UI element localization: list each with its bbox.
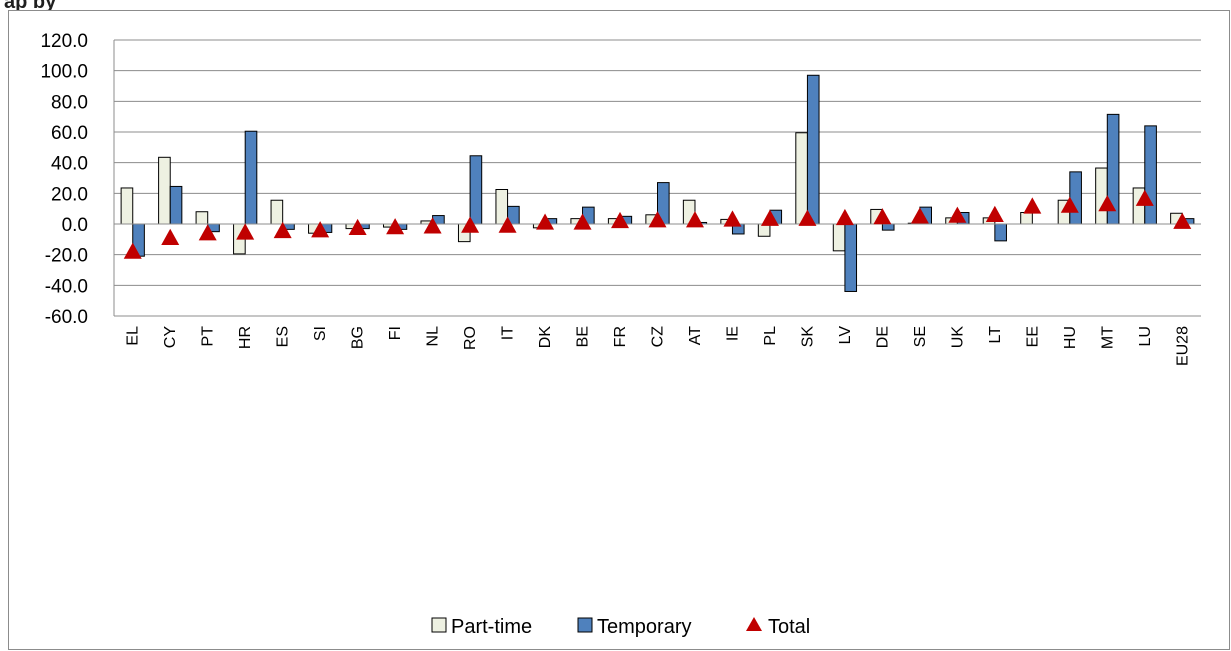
bar-temporary (469, 155, 483, 225)
bar-temporary (1144, 125, 1157, 225)
x-tick-label: SK (799, 326, 816, 348)
marker-total (573, 213, 592, 230)
x-tick-label: EE (1024, 326, 1041, 347)
y-tick-label: 80.0 (51, 92, 88, 113)
legend-swatch-total (746, 617, 762, 631)
y-tick-label: 120.0 (40, 31, 88, 52)
marker-total (798, 209, 817, 226)
x-tick-label: RO (462, 326, 479, 350)
y-tick-label: 0.0 (62, 215, 88, 236)
marker-total (1098, 195, 1117, 212)
marker-total (311, 221, 330, 238)
x-tick-label: AT (687, 326, 704, 345)
y-tick-label: 100.0 (40, 62, 88, 83)
x-tick-label: PT (200, 326, 217, 347)
x-tick-label: LV (837, 326, 854, 345)
marker-total (611, 211, 630, 229)
marker-total (835, 208, 854, 226)
bar-temporary (844, 223, 858, 292)
marker-total (536, 213, 555, 230)
bar-part-time (195, 211, 209, 225)
bar-temporary (244, 130, 258, 225)
y-tick-label: 60.0 (51, 123, 88, 144)
x-tick-label: BE (575, 326, 592, 347)
marker-total (685, 211, 704, 228)
x-tick-label: LT (987, 326, 1004, 344)
marker-total (498, 216, 517, 233)
x-tick-label: HR (237, 326, 254, 349)
bar-part-time (795, 132, 808, 225)
marker-total (423, 217, 442, 234)
marker-total (1023, 197, 1042, 214)
bar-part-time (495, 189, 509, 225)
x-tick-label: DK (537, 326, 554, 349)
bar-part-time (757, 223, 771, 237)
x-tick-label: CZ (650, 326, 667, 348)
legend-label-temporary: Temporary (597, 616, 691, 638)
marker-total (1135, 189, 1154, 206)
marker-total (236, 223, 255, 240)
legend-swatch-part-time (431, 617, 447, 633)
x-tick-label: FI (387, 326, 404, 340)
y-tick-label: -60.0 (45, 307, 88, 328)
bar-temporary (881, 223, 895, 231)
x-tick-label: IE (724, 326, 741, 341)
marker-total (648, 211, 667, 228)
x-tick-label: CY (162, 326, 179, 349)
x-tick-label: EL (125, 326, 142, 346)
legend-label-part-time: Part-time (451, 616, 532, 638)
x-tick-label: UK (949, 326, 966, 349)
marker-total (985, 205, 1004, 222)
bar-part-time (158, 156, 171, 225)
legend-swatch-temporary (577, 617, 593, 633)
marker-total (1060, 196, 1079, 213)
marker-total (461, 216, 480, 233)
marker-total (123, 242, 142, 259)
marker-total (910, 207, 929, 224)
x-tick-label: HU (1062, 326, 1079, 349)
x-tick-label: SE (912, 326, 929, 347)
y-tick-label: 20.0 (51, 184, 88, 205)
marker-total (1173, 212, 1192, 229)
bar-temporary (806, 74, 820, 225)
y-tick-label: -20.0 (45, 246, 88, 267)
chart-frame (8, 10, 1230, 650)
y-tick-label: -40.0 (45, 276, 88, 297)
x-tick-label: LU (1137, 326, 1154, 346)
marker-total (273, 221, 292, 239)
x-tick-label: PL (762, 326, 779, 346)
marker-total (760, 209, 779, 226)
legend-label-total: Total (768, 616, 810, 638)
marker-total (198, 224, 217, 241)
y-tick-label: 40.0 (51, 154, 88, 175)
bar-part-time (120, 187, 134, 225)
bar-part-time (832, 223, 846, 252)
marker-total (161, 228, 180, 245)
bar-temporary (169, 185, 183, 225)
x-tick-label: BG (350, 326, 367, 349)
marker-total (348, 218, 367, 236)
marker-total (873, 208, 892, 225)
bar-part-time (1095, 167, 1108, 225)
bar-part-time (1020, 212, 1033, 225)
marker-total (948, 206, 967, 223)
bar-part-time (270, 199, 284, 225)
x-tick-label: EU28 (1174, 326, 1191, 366)
x-tick-label: DE (874, 326, 891, 348)
bar-temporary (1069, 171, 1082, 225)
x-tick-label: IT (500, 326, 517, 340)
chart-heading-fragment: ap by (4, 0, 57, 13)
marker-total (723, 210, 742, 227)
marker-total (386, 218, 405, 235)
bar-temporary (994, 223, 1007, 242)
x-tick-label: ES (275, 326, 292, 347)
x-tick-label: NL (425, 326, 442, 347)
x-tick-label: SI (312, 326, 329, 341)
x-tick-label: FR (612, 326, 629, 347)
x-tick-label: MT (1099, 326, 1116, 349)
